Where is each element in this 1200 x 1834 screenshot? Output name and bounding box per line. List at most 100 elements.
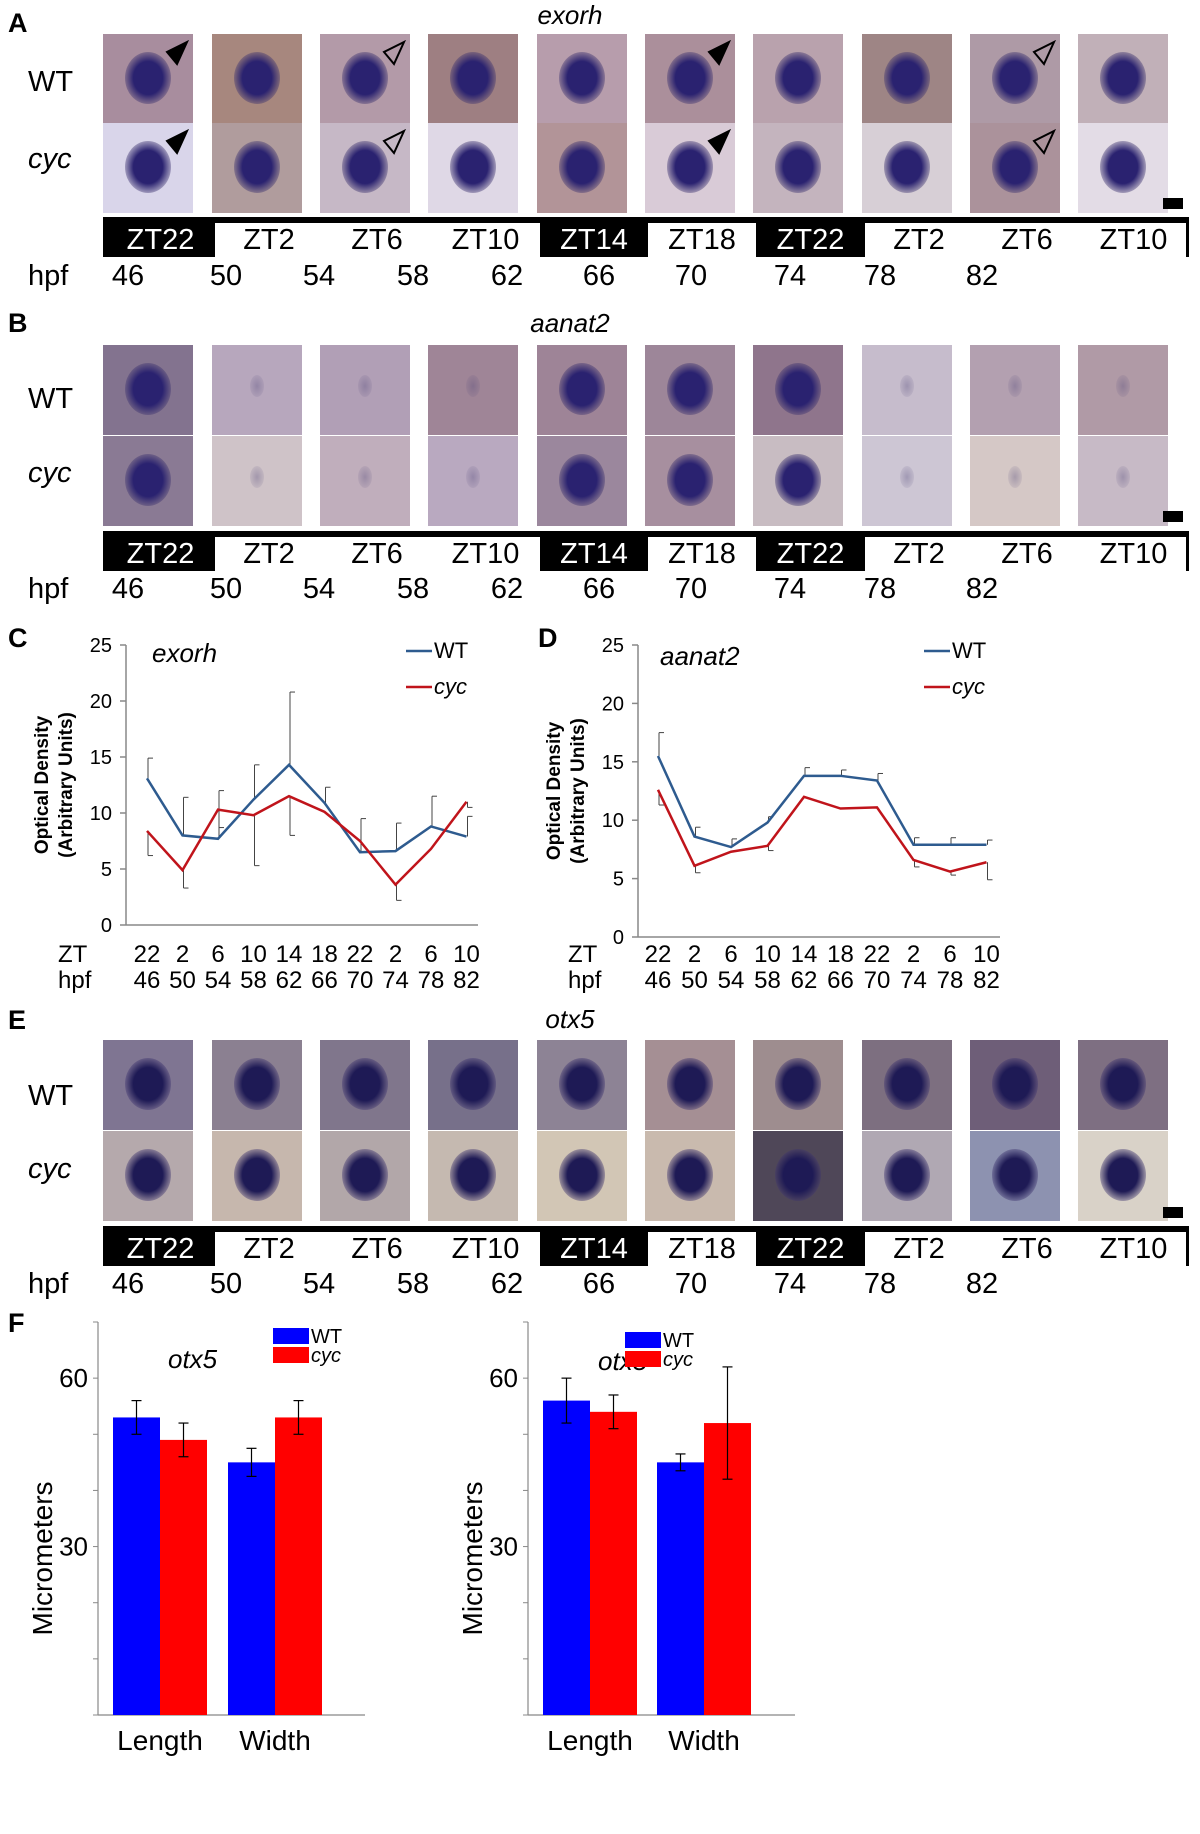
zt-cell: ZT10 [1081, 1232, 1186, 1266]
legend-swatch [273, 1347, 309, 1363]
expression-signal [559, 363, 605, 415]
y-axis-label: Micrometers [457, 1481, 488, 1635]
y-tick-label: 20 [602, 693, 624, 715]
line-chart-aanat2: 0 5 10 15 20 25 Optical Density (Arbitrary Unit… [544, 635, 1000, 994]
micrograph-cyc-1 [103, 436, 193, 526]
expression-signal [1100, 52, 1146, 104]
x-tick-zt: 10 [754, 941, 781, 968]
hpf-label-a: hpf [28, 260, 69, 292]
legend-label: cyc [663, 1349, 693, 1371]
expression-signal [234, 52, 280, 104]
expression-signal [1100, 1058, 1146, 1110]
x-tick-hpf: 66 [311, 967, 338, 994]
legend-label: WT [952, 638, 986, 663]
micrograph-wt-4 [428, 345, 518, 435]
expression-signal [775, 52, 821, 104]
micrograph-cyc-4 [428, 123, 518, 213]
micrograph-cyc-9 [970, 436, 1060, 526]
micrograph-wt-8 [862, 34, 952, 124]
series-line-cyc [146, 794, 468, 887]
x-row-label-zt: ZT [568, 941, 598, 968]
series-line-wt [656, 755, 987, 849]
y-tick-label: 15 [90, 747, 112, 769]
micrograph-cyc-2 [212, 436, 302, 526]
zt-cell: ZT6 [323, 1232, 431, 1266]
micrograph-wt-3 [320, 34, 410, 124]
legend-swatch [625, 1332, 661, 1348]
bar-wt-width [228, 1462, 275, 1715]
expression-signal [125, 454, 171, 506]
y-tick-label: 0 [613, 927, 624, 949]
filled-arrowhead-icon [165, 40, 189, 66]
zt-cell: ZT22 [756, 1232, 865, 1266]
filled-arrowhead-icon [165, 129, 189, 155]
hpf-value: 50 [209, 573, 243, 605]
expression-signal [559, 52, 605, 104]
hpf-value: 50 [209, 1268, 243, 1300]
x-tick-hpf: 50 [681, 967, 708, 994]
x-tick-hpf: 78 [418, 967, 445, 994]
hpf-value: 70 [674, 260, 708, 292]
micrograph-cyc-3 [320, 436, 410, 526]
hpf-label-b: hpf [28, 573, 69, 605]
row-label-cyc-b: cyc [28, 457, 72, 489]
expression-signal [250, 375, 264, 397]
scale-bar [1163, 511, 1183, 522]
micrograph-cyc-9 [970, 123, 1060, 213]
expression-signal [992, 141, 1038, 193]
hpf-value: 62 [490, 1268, 524, 1300]
micrograph-wt-2 [212, 34, 302, 124]
expression-signal [559, 454, 605, 506]
y-tick-label: 10 [90, 803, 112, 825]
x-row-label-hpf: hpf [568, 967, 602, 994]
filled-arrowhead-icon [707, 129, 731, 155]
expression-signal [1116, 466, 1130, 488]
expression-signal [125, 363, 171, 415]
x-row-label-hpf: hpf [58, 967, 92, 994]
legend-label: cyc [434, 674, 467, 699]
expression-signal [884, 1058, 930, 1110]
micrograph-wt-6 [645, 345, 735, 435]
expression-signal [342, 1058, 388, 1110]
expression-signal [450, 141, 496, 193]
hpf-value: 58 [396, 260, 430, 292]
open-arrowhead-icon [382, 40, 406, 66]
micrograph-cyc-5 [537, 1131, 627, 1221]
x-tick-zt: 18 [311, 941, 338, 968]
hpf-value: 54 [302, 1268, 336, 1300]
zt-cell: ZT14 [540, 1232, 648, 1266]
micrograph-wt-7 [753, 1040, 843, 1130]
expression-signal [466, 375, 480, 397]
expression-signal [1116, 375, 1130, 397]
micrograph-cyc-8 [862, 1131, 952, 1221]
expression-signal [1008, 375, 1022, 397]
micrograph-cyc-4 [428, 1131, 518, 1221]
legend-label: WT [663, 1330, 694, 1352]
legend-label: WT [311, 1326, 342, 1348]
expression-signal [234, 1149, 280, 1201]
open-arrowhead-icon [382, 129, 406, 155]
expression-signal [358, 466, 372, 488]
y-tick-label: 30 [59, 1532, 88, 1562]
category-label: Length [547, 1725, 633, 1756]
micrograph-wt-6 [645, 34, 735, 124]
x-tick-zt: 22 [134, 941, 161, 968]
x-tick-hpf: 50 [169, 967, 196, 994]
expression-signal [884, 52, 930, 104]
zt-cell: ZT10 [431, 223, 540, 257]
hpf-value: 66 [582, 573, 616, 605]
bar-wt-length [113, 1417, 160, 1715]
expression-signal [667, 52, 713, 104]
expression-signal [1008, 466, 1022, 488]
micrograph-cyc-3 [320, 1131, 410, 1221]
bar-wt-length [543, 1400, 590, 1715]
zt-cell: ZT22 [106, 537, 215, 571]
zt-cell: ZT2 [865, 1232, 973, 1266]
zt-bar-a: ZT22 ZT2 ZT6 ZT10 ZT14 ZT18 ZT22 ZT2 ZT6 ZT10 [103, 217, 1189, 257]
zt-cell: ZT6 [973, 223, 1081, 257]
x-tick-hpf: 70 [864, 967, 891, 994]
series-line-wt [145, 763, 467, 854]
expression-signal [250, 466, 264, 488]
micrograph-cyc-4 [428, 436, 518, 526]
x-tick-zt: 10 [240, 941, 267, 968]
